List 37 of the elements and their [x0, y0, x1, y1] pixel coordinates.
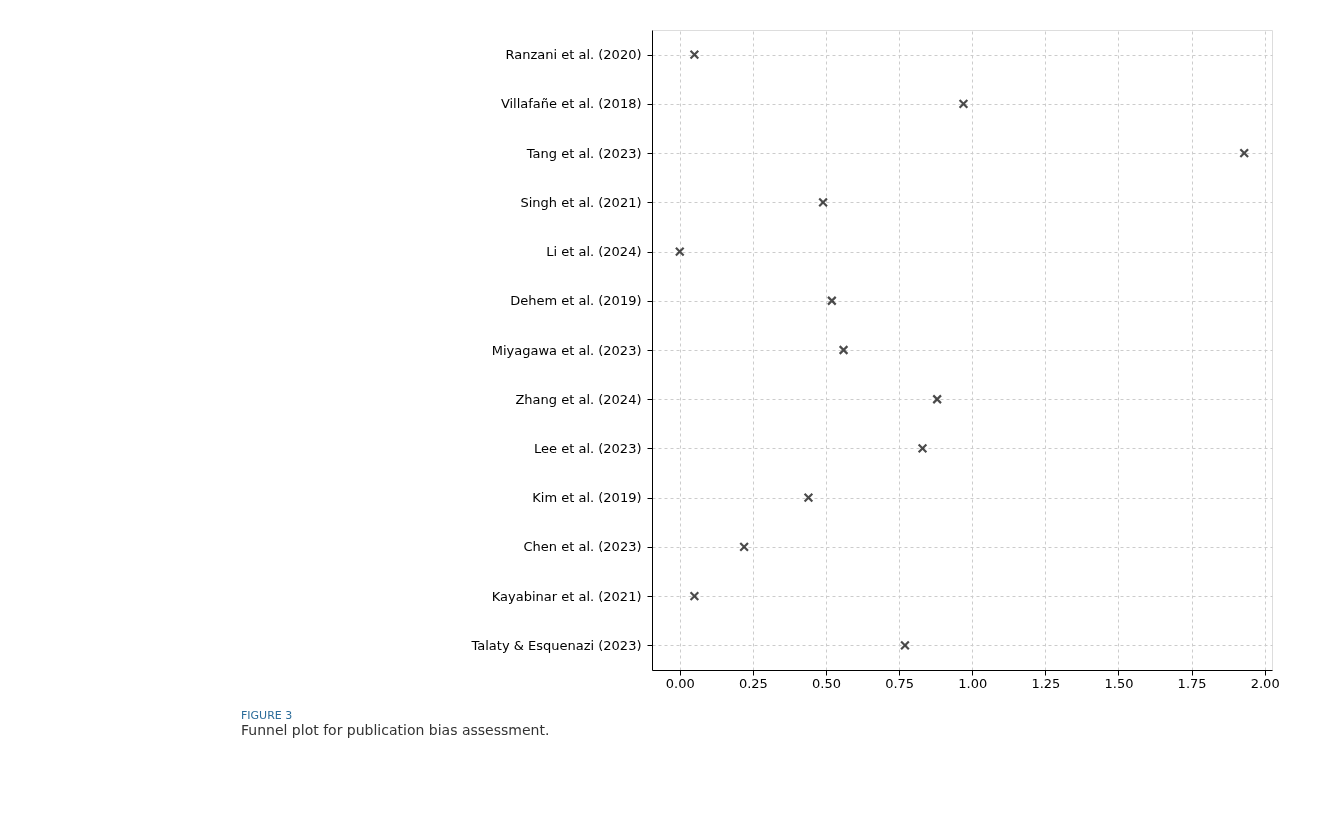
y-tick-label: Kayabinar et al. (2021) — [491, 588, 642, 604]
x-tick-label: 0.00 — [665, 675, 695, 691]
point — [826, 295, 837, 306]
y-tick-label: Ranzani et al. (2020) — [505, 47, 642, 63]
point — [917, 443, 928, 454]
point — [838, 345, 849, 355]
y-tick-label: Talaty & Esquenazi (2023) — [470, 637, 642, 653]
x-tick-label: 0.25 — [738, 675, 768, 691]
x-tick-label: 0.75 — [885, 675, 915, 691]
point — [818, 197, 829, 208]
point — [739, 541, 750, 552]
point — [1239, 148, 1250, 159]
text: Funnel plot for publication bias assessment. — [241, 722, 550, 738]
point — [900, 640, 910, 651]
x-tick-label: 0.50 — [812, 675, 841, 691]
caption: FIGURE 3 — [241, 709, 293, 722]
x-tick-label: 1.50 — [1104, 675, 1134, 691]
y-tick-label: Lee et al. (2023) — [534, 440, 642, 456]
y-tick-label: Chen et al. (2023) — [523, 539, 642, 555]
point — [674, 246, 685, 257]
y-tick-label: Miyagawa et al. (2023) — [491, 342, 642, 358]
point — [689, 591, 700, 602]
x-tick-label: 1.75 — [1177, 675, 1207, 691]
point — [932, 394, 943, 405]
y-tick-label: Li et al. (2024) — [546, 244, 642, 260]
x-tick-label: 1.00 — [958, 675, 988, 691]
point — [689, 49, 700, 60]
y-tick-label: Villafañe et al. (2018) — [500, 96, 642, 112]
y-tick-label: Kim et al. (2019) — [532, 490, 642, 506]
y-tick-label: Singh et al. (2021) — [520, 194, 642, 210]
point — [958, 98, 969, 109]
point — [803, 492, 814, 503]
x-tick-label: 1.25 — [1031, 675, 1061, 691]
y-tick-label: Zhang et al. (2024) — [515, 391, 642, 407]
y-tick-label: Dehem et al. (2019) — [510, 293, 642, 309]
y-tick-label: Tang et al. (2023) — [525, 145, 642, 161]
x-tick-label: 2.00 — [1250, 675, 1280, 691]
